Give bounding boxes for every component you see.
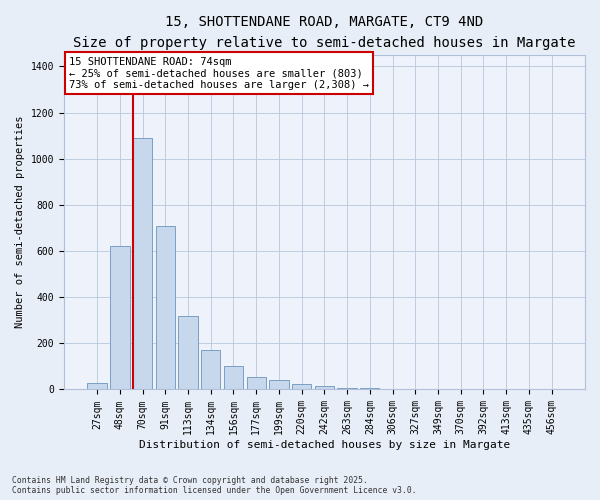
Bar: [88, 382, 107, 390]
Title: 15, SHOTTENDANE ROAD, MARGATE, CT9 4ND
Size of property relative to semi-detache: 15, SHOTTENDANE ROAD, MARGATE, CT9 4ND S…: [73, 15, 575, 50]
Bar: [337, 388, 357, 390]
Bar: [292, 384, 311, 390]
Bar: [360, 388, 379, 390]
Bar: [110, 246, 130, 390]
Bar: [224, 366, 243, 390]
Y-axis label: Number of semi-detached properties: Number of semi-detached properties: [15, 116, 25, 328]
Bar: [133, 138, 152, 390]
Bar: [315, 386, 334, 390]
X-axis label: Distribution of semi-detached houses by size in Margate: Distribution of semi-detached houses by …: [139, 440, 510, 450]
Text: 15 SHOTTENDANE ROAD: 74sqm
← 25% of semi-detached houses are smaller (803)
73% o: 15 SHOTTENDANE ROAD: 74sqm ← 25% of semi…: [69, 56, 369, 90]
Bar: [155, 226, 175, 390]
Bar: [201, 350, 220, 390]
Bar: [178, 316, 197, 390]
Bar: [247, 377, 266, 390]
Text: Contains HM Land Registry data © Crown copyright and database right 2025.
Contai: Contains HM Land Registry data © Crown c…: [12, 476, 416, 495]
Bar: [269, 380, 289, 390]
